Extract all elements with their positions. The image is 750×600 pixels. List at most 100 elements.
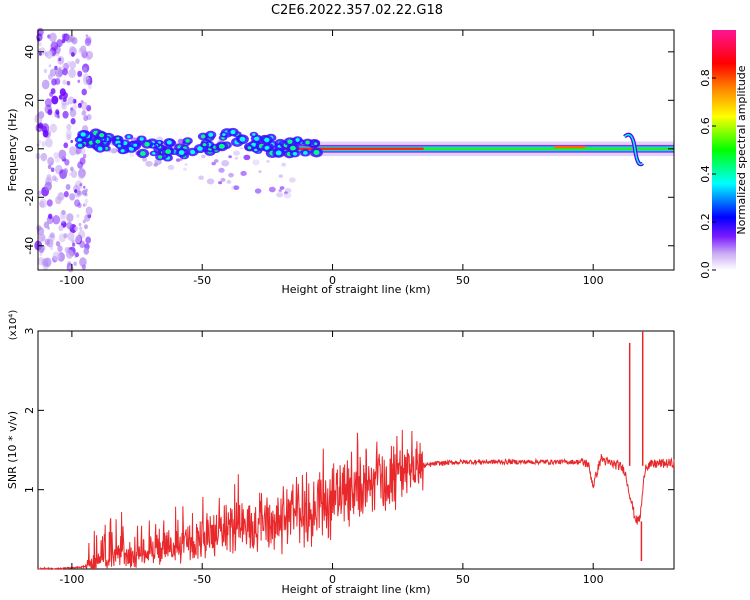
spectral-blob bbox=[74, 180, 83, 191]
spectral-blob bbox=[179, 158, 183, 161]
spectral-blob bbox=[66, 133, 72, 141]
line-blob-core bbox=[116, 136, 120, 140]
spectral-blob bbox=[45, 50, 53, 60]
spectral-blob bbox=[228, 172, 234, 178]
spectral-blob bbox=[282, 162, 286, 166]
spectral-blob bbox=[63, 191, 69, 198]
x-tick-label: -100 bbox=[59, 573, 84, 586]
spectral-blob bbox=[145, 160, 153, 167]
snr-panel: -100 -50 0 50 100 1 2 3 Height of straight line… bbox=[6, 310, 675, 596]
spectral-blob bbox=[82, 73, 89, 81]
snr-frame bbox=[37, 330, 675, 570]
spectral-blob bbox=[80, 45, 87, 54]
spectral-blob bbox=[278, 189, 282, 192]
spectral-blob bbox=[63, 233, 68, 239]
spectral-blob bbox=[61, 102, 67, 110]
spectral-blob bbox=[75, 150, 80, 156]
spectral-blob bbox=[38, 139, 42, 144]
spectral-blob bbox=[84, 224, 88, 230]
spectral-blob bbox=[234, 156, 239, 160]
spectral-blob bbox=[175, 158, 181, 162]
line-blob-core bbox=[292, 151, 298, 156]
spectral-blob bbox=[85, 36, 92, 45]
spectral-blob bbox=[38, 42, 42, 47]
spectral-blob bbox=[239, 146, 244, 150]
spectral-blob bbox=[51, 175, 57, 182]
spectral-blob bbox=[63, 142, 69, 149]
spectral-blob bbox=[39, 200, 45, 208]
y-tick-label: 1 bbox=[23, 486, 36, 493]
line-blob-core bbox=[313, 150, 320, 156]
line-blob-core bbox=[144, 142, 150, 147]
y-tick-label: -40 bbox=[23, 237, 36, 255]
spectral-blob bbox=[70, 170, 78, 179]
spectral-blob bbox=[56, 39, 63, 48]
spectral-blob bbox=[55, 196, 62, 205]
spectral-blob bbox=[276, 192, 283, 198]
spectral-blob bbox=[54, 78, 61, 85]
line-blob-core bbox=[77, 137, 82, 142]
spectral-blob bbox=[49, 232, 55, 239]
line-blob-core bbox=[158, 155, 163, 159]
spectral-blob bbox=[36, 33, 43, 42]
spectral-blob bbox=[49, 68, 57, 77]
spectral-blob bbox=[240, 170, 247, 177]
spectral-blob bbox=[44, 238, 50, 246]
spectral-blob bbox=[41, 123, 50, 133]
spectral-blob bbox=[85, 206, 93, 216]
line-blob-core bbox=[200, 134, 206, 139]
spectral-blob bbox=[84, 198, 89, 204]
spectral-blob bbox=[79, 183, 83, 187]
spectral-blob bbox=[83, 115, 89, 122]
spectral-blob bbox=[76, 213, 80, 218]
spectral-blob bbox=[73, 261, 77, 267]
y-tick-label: 0 bbox=[23, 145, 36, 152]
x-tick-label: 50 bbox=[456, 573, 470, 586]
spectral-blob bbox=[66, 81, 71, 87]
line-blob-core bbox=[140, 151, 146, 156]
spectral-blob bbox=[86, 104, 92, 112]
spectral-blob bbox=[58, 224, 64, 231]
spectral-blob bbox=[198, 175, 204, 180]
spectral-blob bbox=[58, 66, 62, 71]
spectral-blob bbox=[57, 69, 64, 77]
x-tick-label: 0 bbox=[329, 274, 336, 287]
spectral-blob bbox=[85, 236, 92, 244]
spectral-blob bbox=[65, 249, 74, 259]
spectral-blob bbox=[62, 110, 69, 119]
spectral-blob bbox=[66, 213, 74, 223]
line-blob-core bbox=[202, 143, 207, 147]
spectral-blob bbox=[81, 110, 87, 116]
spectral-blob bbox=[52, 251, 61, 261]
spectral-blob bbox=[54, 177, 59, 183]
spectral-blob bbox=[43, 221, 50, 229]
spectral-blob bbox=[48, 64, 52, 68]
spectral-blob bbox=[39, 252, 43, 256]
spectral-blob bbox=[68, 68, 76, 79]
snr-series-line bbox=[37, 429, 675, 571]
spectral-blob bbox=[41, 245, 46, 251]
line-blob-core bbox=[218, 143, 225, 149]
line-blob-core bbox=[185, 139, 190, 143]
line-blob-core bbox=[120, 149, 125, 153]
spectral-blob bbox=[70, 139, 74, 144]
spectral-blob bbox=[268, 186, 276, 193]
spectral-blob bbox=[74, 189, 78, 193]
spectral-blob bbox=[69, 146, 77, 156]
spectral-blob bbox=[50, 167, 55, 172]
spectral-blob bbox=[69, 193, 76, 201]
spectral-blob bbox=[254, 188, 262, 194]
spectral-blob bbox=[67, 96, 75, 105]
colorbar-gradient bbox=[712, 30, 736, 270]
line-blob-core bbox=[252, 133, 256, 136]
colorbar-tick-label: 0.8 bbox=[699, 69, 712, 87]
spectral-blob bbox=[70, 118, 76, 125]
spectrogram-axes: -100 -50 0 50 100 -40 -20 0 20 40 bbox=[23, 30, 674, 287]
spectral-blob bbox=[72, 242, 76, 247]
spectral-blob bbox=[76, 190, 81, 196]
carrier-band-core bbox=[423, 147, 674, 150]
spectral-blob bbox=[41, 258, 49, 267]
spectral-blob bbox=[57, 115, 60, 119]
spectral-blob bbox=[167, 164, 175, 171]
line-blob-core bbox=[127, 135, 131, 139]
